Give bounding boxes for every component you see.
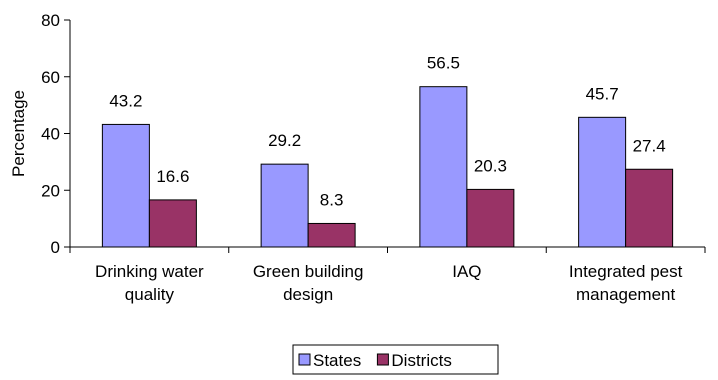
- data-label: 16.6: [156, 167, 189, 186]
- data-label: 27.4: [633, 136, 666, 155]
- y-tick-label: 60: [41, 68, 60, 87]
- legend: States Districts: [292, 344, 499, 375]
- category-label: IAQ: [452, 262, 481, 281]
- bar-districts-4: [625, 168, 674, 248]
- legend-swatch-states: [298, 353, 311, 366]
- bar-states-2: [260, 163, 309, 248]
- y-tick-label: 40: [41, 125, 60, 144]
- bar-states-4: [578, 116, 627, 248]
- data-label: 43.2: [109, 91, 142, 110]
- data-label: 45.7: [586, 84, 619, 103]
- category-labels: Drinking water quality Green building desig…: [95, 262, 683, 304]
- data-labels: 43.2 16.6 29.2 8.3 56.5 20.3 45.7 27.4: [109, 54, 665, 210]
- bar-districts-2: [307, 222, 356, 248]
- legend-swatch-districts: [376, 353, 389, 366]
- category-label: quality: [125, 285, 175, 304]
- bar-states-3: [419, 86, 468, 248]
- category-label: management: [576, 285, 676, 304]
- category-label: design: [283, 285, 333, 304]
- bar-districts-1: [148, 199, 197, 248]
- bar-districts-3: [466, 188, 515, 248]
- legend-label-districts: Districts: [391, 351, 451, 370]
- category-label: Drinking water: [95, 262, 204, 281]
- legend-box: [292, 344, 499, 375]
- y-tick-label: 0: [51, 238, 60, 257]
- data-label: 8.3: [320, 190, 344, 209]
- y-tick-label: 20: [41, 181, 60, 200]
- bars: [101, 86, 674, 248]
- bar-states-1: [101, 123, 150, 248]
- legend-label-states: States: [313, 351, 361, 370]
- data-label: 29.2: [268, 131, 301, 150]
- category-label: Green building: [253, 262, 364, 281]
- y-tick-label: 80: [41, 11, 60, 30]
- data-label: 20.3: [474, 156, 507, 175]
- y-axis-label: Percentage: [9, 90, 28, 177]
- category-label: Integrated pest: [569, 262, 683, 281]
- data-label: 56.5: [427, 54, 460, 73]
